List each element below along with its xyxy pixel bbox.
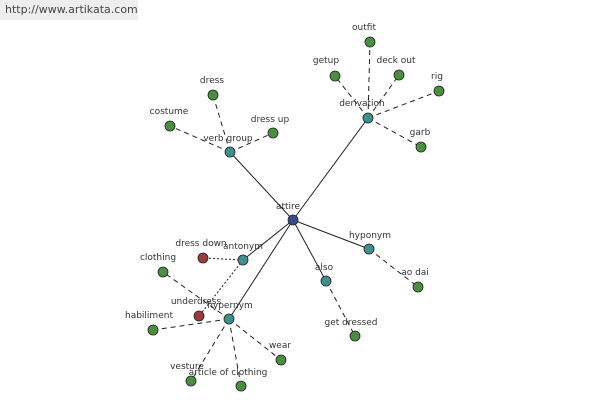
node-label: attire [276,202,301,212]
edge [368,248,419,288]
watermark: http://www.artikata.com [0,0,138,20]
node [237,254,249,266]
node-label: costume [150,107,189,117]
node-label: also [315,263,334,273]
node [433,85,445,97]
node-label: dress down [175,239,226,249]
node [197,252,209,264]
edge [229,132,274,153]
edge [162,271,230,320]
edge [228,318,282,361]
node [193,310,205,322]
node-label: get dressed [324,318,377,328]
node [320,275,332,287]
node [287,214,299,226]
node-label: outfit [352,23,376,33]
edge [292,219,327,282]
node-label: underdress [171,297,222,307]
node-label: deck out [376,56,415,66]
node-label: article of clothing [189,368,268,378]
edge [169,125,231,153]
edge [229,151,294,221]
node-label: garb [410,128,431,138]
edge [228,219,294,320]
node [157,266,169,278]
node [349,330,361,342]
edge [152,318,230,331]
edge [292,117,369,221]
node-label: dress [200,76,224,86]
node [363,243,375,255]
node-label: hyponym [349,231,391,241]
edge [212,94,231,153]
edge [325,280,356,337]
node-label: clothing [140,253,176,263]
node [235,380,247,392]
node [224,146,236,158]
node-label: hypernym [207,301,253,311]
node [147,324,159,336]
node [164,120,176,132]
edge [202,257,244,261]
edge [292,219,370,250]
node-label: verb group [203,134,253,144]
node [185,375,197,387]
node-label: habiliment [125,311,173,321]
edge [367,74,400,119]
node [275,354,287,366]
node [207,89,219,101]
node-label: rig [431,72,443,82]
node [364,36,376,48]
edge [242,219,294,261]
node-label: vesture [170,362,204,372]
edge [190,318,230,382]
node-label: derivation [339,99,385,109]
edge [367,41,371,119]
edge [367,117,422,148]
node-label: dress up [251,115,290,125]
node [329,70,341,82]
edge [334,75,369,119]
node [362,112,374,124]
node-label: antonym [223,242,263,252]
node-label: getup [313,56,339,66]
node [415,141,427,153]
edge [367,90,440,119]
node-label: ao dai [401,268,429,278]
edge [228,318,242,387]
node [223,313,235,325]
node [267,127,279,139]
node [412,281,424,293]
node [393,69,405,81]
node-label: wear [269,341,291,351]
